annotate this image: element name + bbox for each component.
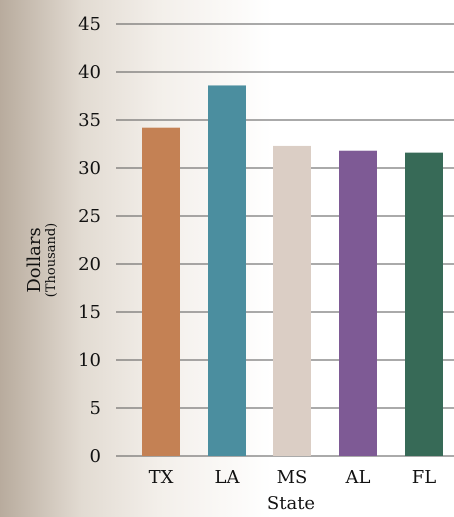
y-tick-label: 35 (78, 110, 101, 131)
y-tick-label: 25 (78, 206, 101, 227)
y-tick-label: 20 (78, 254, 101, 275)
bar-la (208, 85, 246, 456)
bar-tx (142, 127, 180, 457)
bar-ms (273, 145, 311, 457)
y-tick-label: 0 (90, 446, 101, 467)
y-tick-labels: 0 5 10 15 20 25 30 35 40 45 (78, 14, 101, 467)
y-tick-label: 15 (78, 302, 101, 323)
bar-al (339, 150, 377, 456)
bar-fl (405, 152, 443, 456)
y-tick-label: 45 (78, 14, 101, 35)
y-axis-title-group: Dollars (Thousand) (24, 223, 59, 298)
x-axis-title: State (267, 493, 315, 514)
x-tick-label: AL (345, 467, 371, 488)
y-axis-title: Dollars (24, 227, 45, 292)
x-tick-label: MS (277, 467, 308, 488)
bars (142, 85, 443, 457)
y-tick-label: 10 (78, 350, 101, 371)
x-tick-label: LA (215, 467, 241, 488)
y-tick-label: 40 (78, 62, 101, 83)
x-tick-labels: TX LA MS AL FL (149, 467, 437, 488)
y-axis-subtitle: (Thousand) (44, 223, 59, 298)
y-tick-label: 5 (90, 398, 101, 419)
x-tick-label: FL (412, 467, 436, 488)
y-tick-label: 30 (78, 158, 101, 179)
x-tick-label: TX (149, 467, 174, 488)
